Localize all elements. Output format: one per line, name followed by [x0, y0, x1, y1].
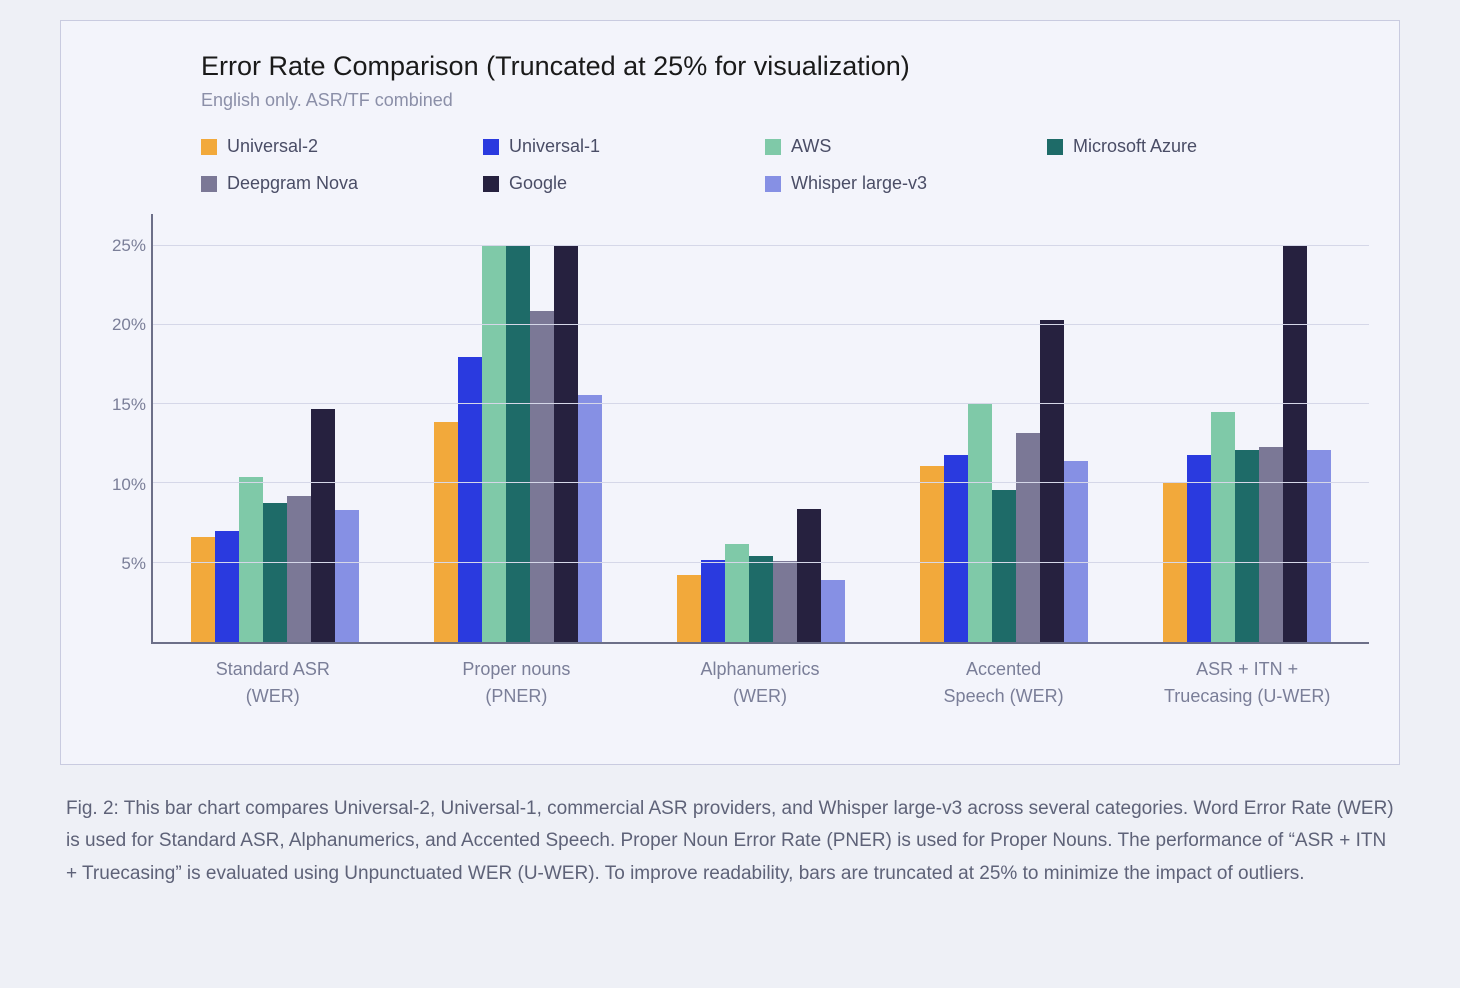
gridline: [153, 562, 1369, 563]
legend-item: Universal-1: [483, 136, 745, 157]
chart-subtitle: English only. ASR/TF combined: [201, 90, 1369, 111]
bar: [773, 561, 797, 642]
bar-group: [153, 214, 396, 642]
bar: [1307, 450, 1331, 642]
plot-inner: [151, 214, 1369, 644]
bar-group: [1126, 214, 1369, 642]
bar: [311, 409, 335, 642]
legend-swatch: [483, 139, 499, 155]
chart-card: Error Rate Comparison (Truncated at 25% …: [60, 20, 1400, 765]
plot-area: 5%10%15%20%25%: [151, 214, 1369, 644]
bar: [725, 544, 749, 642]
y-tick-label: 20%: [96, 315, 146, 335]
gridline: [153, 245, 1369, 246]
bar: [920, 466, 944, 642]
bar: [1211, 412, 1235, 642]
legend-label: Microsoft Azure: [1073, 136, 1197, 157]
legend-swatch: [765, 139, 781, 155]
legend-swatch: [765, 176, 781, 192]
bar: [239, 477, 263, 642]
bar: [1235, 450, 1259, 642]
legend-item: Deepgram Nova: [201, 173, 463, 194]
bars: [677, 214, 845, 642]
bar: [677, 575, 701, 642]
bar: [335, 510, 359, 642]
bar: [482, 246, 506, 642]
x-tick-label: Alphanumerics(WER): [638, 656, 882, 710]
bar-groups: [153, 214, 1369, 642]
bar: [287, 496, 311, 642]
legend-swatch: [201, 139, 217, 155]
bars: [920, 214, 1088, 642]
gridline: [153, 403, 1369, 404]
gridline: [153, 324, 1369, 325]
legend-label: Google: [509, 173, 567, 194]
legend-swatch: [483, 176, 499, 192]
bar: [1283, 246, 1307, 642]
bar: [263, 503, 287, 642]
y-tick-label: 10%: [96, 475, 146, 495]
y-axis: 5% 10% 15% 20% 25%: [96, 214, 146, 644]
bar: [749, 556, 773, 642]
bar: [434, 422, 458, 642]
bar: [578, 395, 602, 642]
gridline: [153, 482, 1369, 483]
bar: [797, 509, 821, 642]
legend-item: Whisper large-v3: [765, 173, 1027, 194]
bar-group: [396, 214, 639, 642]
bars: [191, 214, 359, 642]
bar: [215, 531, 239, 642]
legend-label: Universal-1: [509, 136, 600, 157]
bar: [506, 246, 530, 642]
legend-label: Universal-2: [227, 136, 318, 157]
y-tick-label: 5%: [96, 554, 146, 574]
legend-item: AWS: [765, 136, 1027, 157]
bar-group: [883, 214, 1126, 642]
bar: [821, 580, 845, 642]
bars: [1163, 214, 1331, 642]
bar-group: [639, 214, 882, 642]
legend-swatch: [1047, 139, 1063, 155]
bar: [554, 246, 578, 642]
x-tick-label: AccentedSpeech (WER): [882, 656, 1126, 710]
bar: [1259, 447, 1283, 642]
bar: [701, 560, 725, 642]
x-tick-label: Proper nouns(PNER): [395, 656, 639, 710]
legend-item: Microsoft Azure: [1047, 136, 1309, 157]
bar: [458, 357, 482, 642]
legend-item: Google: [483, 173, 745, 194]
bar: [992, 490, 1016, 642]
bar: [530, 311, 554, 642]
bar: [1040, 320, 1064, 642]
y-tick-label: 25%: [96, 236, 146, 256]
legend-label: Deepgram Nova: [227, 173, 358, 194]
chart-title: Error Rate Comparison (Truncated at 25% …: [201, 51, 1369, 82]
legend-label: Whisper large-v3: [791, 173, 927, 194]
bar: [968, 404, 992, 642]
x-tick-label: ASR + ITN +Truecasing (U-WER): [1125, 656, 1369, 710]
x-axis-labels: Standard ASR(WER)Proper nouns(PNER)Alpha…: [151, 656, 1369, 710]
x-tick-label: Standard ASR(WER): [151, 656, 395, 710]
bar: [1064, 461, 1088, 642]
bar: [191, 537, 215, 642]
legend-item: Universal-2: [201, 136, 463, 157]
legend-label: AWS: [791, 136, 831, 157]
y-tick-label: 15%: [96, 395, 146, 415]
chart-legend: Universal-2 Universal-1 AWS Microsoft Azure…: [201, 136, 1309, 194]
bars: [434, 214, 602, 642]
legend-swatch: [201, 176, 217, 192]
bar: [1016, 433, 1040, 642]
figure-caption: Fig. 2: This bar chart compares Universa…: [60, 793, 1400, 890]
